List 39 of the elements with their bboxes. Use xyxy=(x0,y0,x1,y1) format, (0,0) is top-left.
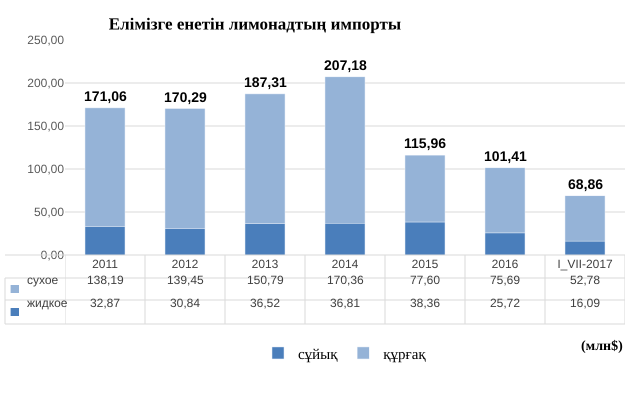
total-label: 115,96 xyxy=(404,135,446,151)
text: (млн$) xyxy=(581,339,624,354)
x-tick-label: 2015 xyxy=(412,257,439,271)
text: сухое xyxy=(27,273,59,287)
total-label: 171,06 xyxy=(84,88,128,104)
x-tick-label: I_VII-2017 xyxy=(557,257,614,271)
data-label: 52,78 xyxy=(570,273,600,287)
data-label: 36,52 xyxy=(250,296,280,310)
chart-title: Елімізге енетін лимонадтың импорты xyxy=(108,14,402,34)
data-label: 25,72 xyxy=(490,296,520,310)
y-tick-label: 150,00 xyxy=(27,119,64,134)
data-label: 139,45 xyxy=(167,273,204,287)
data-label: 138,19 xyxy=(87,273,124,287)
data-label: 150,79 xyxy=(247,273,284,287)
total-label: 170,29 xyxy=(164,89,208,105)
x-tick-label: 2012 xyxy=(172,257,199,271)
data-label: 75,69 xyxy=(490,273,520,287)
legend-label: құрғақ xyxy=(383,346,426,363)
x-tick-label: 2014 xyxy=(332,257,359,271)
data-label: 77,60 xyxy=(410,273,440,287)
total-label: 101,41 xyxy=(484,148,528,164)
y-tick-label: 100,00 xyxy=(27,162,64,176)
x-tick-label: 2016 xyxy=(492,257,519,271)
data-label: 30,84 xyxy=(170,296,200,310)
y-tick-label: 250,00 xyxy=(27,33,64,48)
total-label: 187,31 xyxy=(244,74,288,90)
x-tick-label: 2013 xyxy=(252,257,279,271)
data-label: 32,87 xyxy=(90,296,120,310)
data-label: 36,81 xyxy=(330,296,360,310)
data-label: 170,36 xyxy=(327,273,364,287)
total-label: 68,86 xyxy=(568,176,604,192)
total-label: 207,18 xyxy=(324,57,368,73)
text: жидкое xyxy=(27,296,68,310)
y-tick-label: 200,00 xyxy=(27,76,64,90)
data-label: 38,36 xyxy=(410,296,440,310)
data-label: 16,09 xyxy=(570,296,600,310)
legend-label: сұйық xyxy=(298,346,338,363)
x-tick-label: 2011 xyxy=(92,257,118,271)
y-tick-label: 50,00 xyxy=(34,205,64,220)
